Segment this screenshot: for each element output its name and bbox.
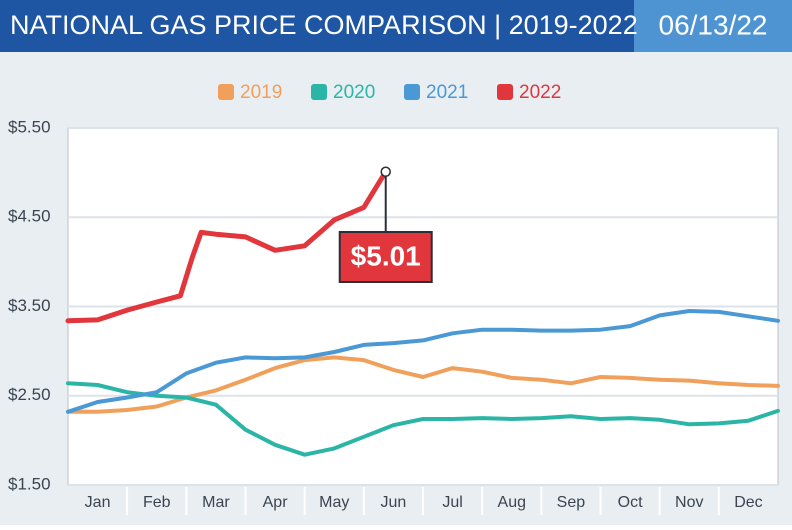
value-label: $5.01 (351, 240, 421, 271)
series-line (65, 169, 389, 324)
y-tick-label: $3.50 (8, 296, 51, 315)
callout-box (338, 231, 433, 283)
legend-swatch (311, 84, 327, 100)
end-point (380, 166, 391, 177)
legend-label: 2019 (240, 82, 282, 103)
legend-label: 2022 (519, 82, 561, 103)
y-tick-label: $1.50 (8, 474, 51, 493)
series-line (66, 309, 780, 414)
series-line (66, 381, 780, 457)
x-tick-label: Feb (143, 494, 171, 511)
legend-swatch (497, 84, 513, 100)
x-tick-label: Apr (263, 494, 289, 511)
x-tick-label: Dec (734, 494, 762, 511)
y-tick-label: $4.50 (8, 207, 51, 226)
x-tick-label: Jul (442, 494, 462, 511)
legend-label: 2020 (333, 82, 375, 103)
x-tick-label: Jan (85, 494, 111, 511)
x-tick-label: Aug (498, 494, 526, 511)
x-tick-label: Jun (381, 494, 407, 511)
legend-label: 2021 (426, 82, 468, 103)
date: 06/13/22 (659, 9, 768, 40)
x-tick-label: Mar (202, 494, 230, 511)
x-tick-label: Sep (557, 494, 586, 511)
header-bar (0, 0, 634, 52)
x-tick-label: Nov (675, 494, 703, 511)
x-tick-label: May (319, 494, 349, 511)
date-box (634, 0, 792, 52)
y-tick-label: $5.50 (8, 117, 51, 136)
x-tick-label: Oct (618, 494, 643, 511)
legend-swatch (404, 84, 420, 100)
legend-swatch (218, 84, 234, 100)
chart-title: NATIONAL GAS PRICE COMPARISON | 2019-202… (10, 10, 638, 40)
y-tick-label: $2.50 (8, 385, 51, 404)
